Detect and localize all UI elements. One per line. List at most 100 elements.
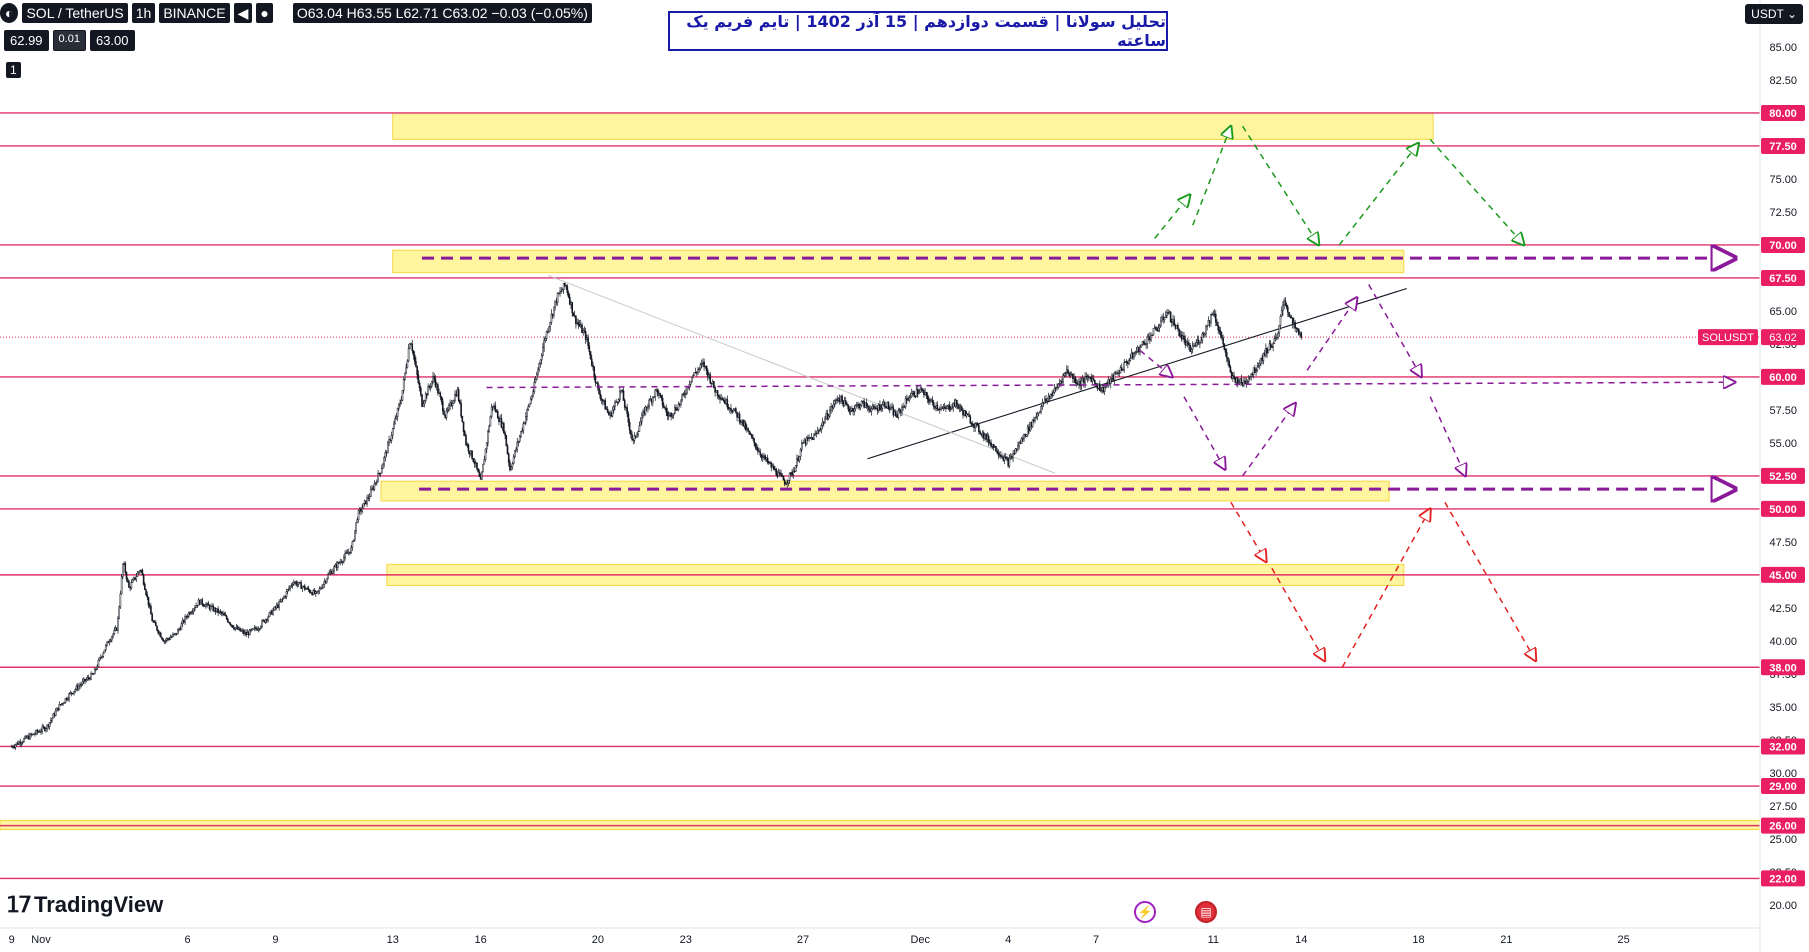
- candle-body: [1039, 411, 1041, 414]
- candle-body: [334, 564, 337, 568]
- candle-body: [1034, 417, 1036, 421]
- candle-body: [919, 388, 922, 393]
- candle-body: [291, 584, 294, 586]
- candle-body: [573, 315, 576, 317]
- candle-body: [78, 685, 80, 690]
- candle-body: [1048, 396, 1051, 399]
- candle-body: [865, 402, 868, 407]
- candle-body: [1300, 332, 1303, 338]
- candle-body: [187, 612, 190, 617]
- candle-body: [109, 639, 112, 642]
- tradingview-logo[interactable]: 𝟣𝟩 TradingView: [6, 892, 163, 918]
- candle-body: [462, 421, 465, 432]
- lightning-icon[interactable]: ⚡: [1134, 901, 1156, 923]
- indicator-collapse[interactable]: 1: [6, 61, 21, 79]
- candle-body: [792, 470, 795, 476]
- candle-body: [294, 581, 296, 583]
- price-tick-label: 40.00: [1769, 636, 1797, 648]
- candle-body: [1262, 352, 1265, 362]
- candle-body: [1258, 363, 1261, 366]
- candle-body: [1108, 379, 1111, 384]
- candle-body: [846, 403, 848, 406]
- candle-body: [333, 566, 335, 572]
- scenario-arrow: [1341, 509, 1430, 668]
- collapse-count[interactable]: 1: [6, 62, 21, 78]
- candle-body: [474, 462, 477, 464]
- scenario-arrow: [1429, 396, 1465, 476]
- candle-body: [356, 519, 359, 523]
- candle-body: [717, 395, 720, 398]
- candle-body: [528, 403, 531, 407]
- candle-body: [330, 571, 333, 574]
- ask-price[interactable]: 63.00: [89, 30, 135, 51]
- candle-body: [1171, 321, 1173, 323]
- candle-body: [1181, 335, 1184, 340]
- candle-body: [735, 408, 737, 413]
- symbol-name[interactable]: SOL / TetherUS: [22, 3, 128, 23]
- candle-body: [1087, 376, 1090, 378]
- candle-body: [1221, 335, 1223, 339]
- candle-body: [1029, 421, 1031, 432]
- candle-body: [351, 541, 354, 548]
- candle-body: [526, 409, 528, 417]
- candle-body: [244, 631, 246, 634]
- candle-body: [192, 608, 195, 612]
- candle-body: [1123, 362, 1125, 370]
- candle-body: [1211, 314, 1213, 316]
- symbol-icon[interactable]: ◐: [0, 3, 19, 23]
- candle-body: [982, 432, 985, 439]
- price-tick-label: 27.50: [1769, 801, 1797, 813]
- candle-body: [650, 399, 653, 403]
- candle-body: [547, 331, 549, 333]
- candle-body: [851, 408, 853, 411]
- symbol-tag-label: SOLUSDT: [1702, 332, 1754, 344]
- time-axis[interactable]: 9 Nov 6 9 13 16 20 23 27 Dec 4 7 11 14 18 21 25: [0, 927, 1760, 946]
- candle-body: [288, 588, 290, 590]
- candle-body: [1053, 388, 1056, 393]
- candle-body: [783, 479, 786, 485]
- price-axis[interactable]: 85.0082.5077.5075.0072.5067.5065.0062.50…: [1698, 0, 1809, 952]
- candle-body: [843, 400, 846, 407]
- candle-body: [1245, 381, 1248, 384]
- candle-body: [104, 644, 107, 651]
- candle-body: [1185, 341, 1188, 346]
- level-price-tag: [1761, 467, 1805, 484]
- candle-body: [1125, 361, 1128, 364]
- candle-body: [146, 594, 149, 598]
- candle-body: [75, 685, 78, 690]
- time-tick-label: 13: [387, 934, 399, 946]
- currency-label: USDT: [1751, 7, 1784, 21]
- candle-body: [479, 476, 482, 480]
- candle-body: [219, 610, 222, 613]
- interval-label[interactable]: 1h: [131, 3, 156, 23]
- candle-body: [1295, 327, 1298, 329]
- candle-body: [1251, 373, 1254, 376]
- candle-body: [231, 624, 234, 628]
- candle-body: [1085, 376, 1088, 378]
- candle-body: [275, 604, 278, 609]
- currency-button[interactable]: USDT ⌄: [1745, 4, 1803, 24]
- candle-body: [774, 468, 776, 471]
- candle-body: [252, 628, 255, 630]
- zone: [392, 249, 1405, 274]
- exchange-label[interactable]: BINANCE: [159, 3, 230, 23]
- candle-body: [695, 372, 698, 374]
- dot-icon[interactable]: ●: [256, 3, 273, 23]
- candle-body: [173, 633, 175, 636]
- candle-body: [636, 434, 638, 438]
- candle-body: [1131, 352, 1134, 359]
- candle-body: [632, 439, 635, 441]
- bid-price[interactable]: 62.99: [4, 30, 49, 51]
- candle-body: [943, 406, 946, 409]
- candle-body: [964, 410, 967, 417]
- us-flag-icon[interactable]: ▤: [1195, 901, 1217, 923]
- candle-body: [1240, 378, 1243, 384]
- candle-body: [603, 400, 605, 402]
- candle-body: [577, 321, 580, 325]
- candle-body: [704, 365, 707, 368]
- candle-body: [1141, 341, 1144, 346]
- candle-body: [539, 359, 542, 364]
- candle-body: [811, 437, 814, 440]
- eye-icon[interactable]: ◀: [233, 3, 253, 23]
